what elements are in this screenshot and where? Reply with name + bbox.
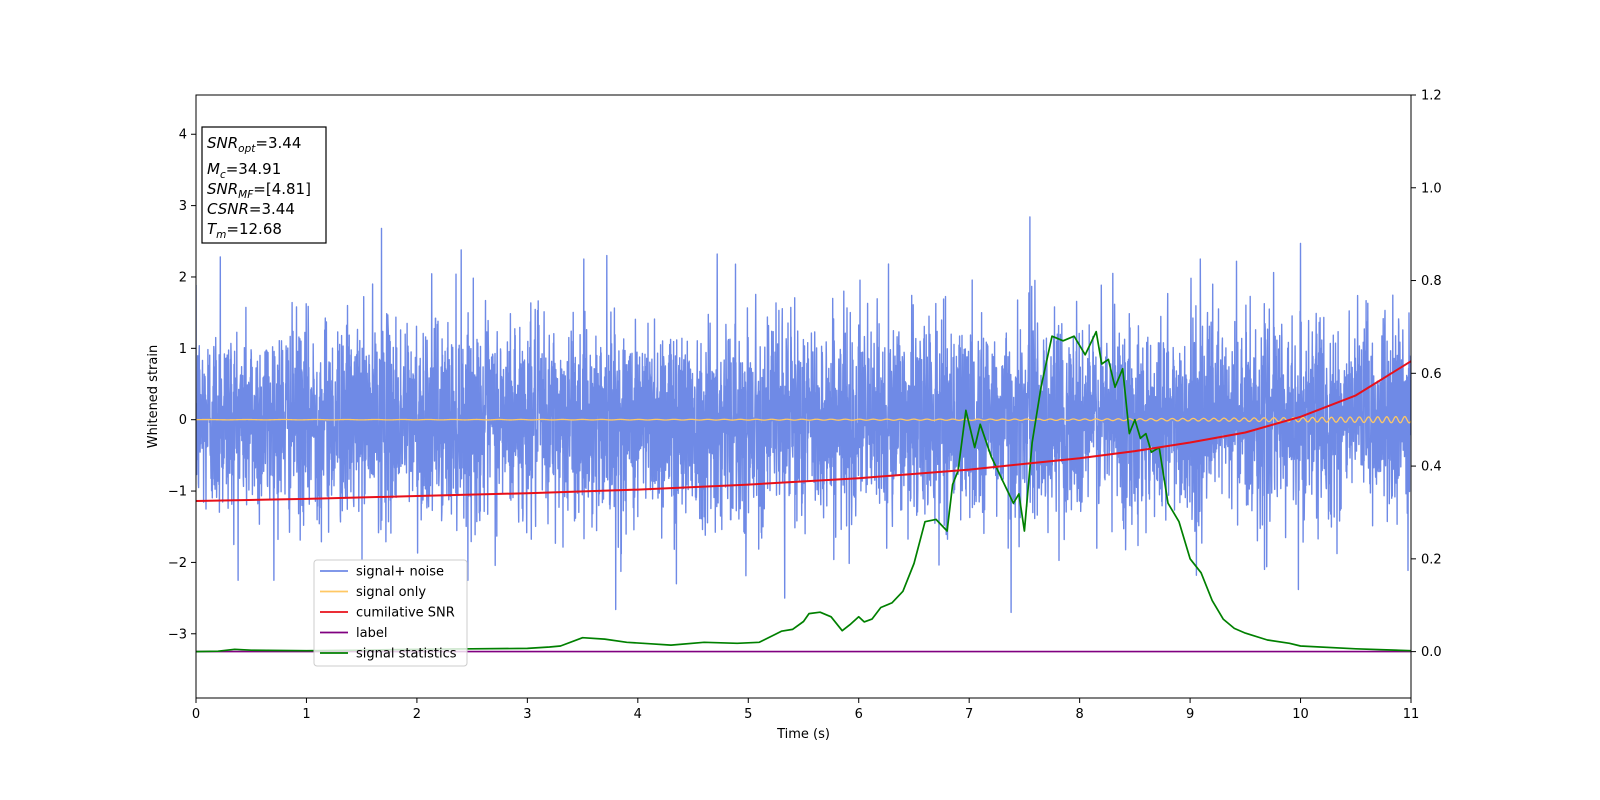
legend-label: signal only: [356, 585, 426, 600]
x-tick-label: 6: [855, 707, 863, 722]
annotation-frame: [201, 126, 327, 244]
y2-tick-label: 0.0: [1421, 645, 1442, 660]
legend-item: cumilative SNR: [320, 606, 455, 621]
x-tick-label: 1: [302, 707, 310, 722]
stats-annotation: SNRopt=3.44 Mc=34.91SNRMF=[4.81]CSNR=3.44…: [201, 126, 327, 244]
annotation-line: CSNR=3.44: [207, 200, 295, 218]
signal-statistics-line: [195, 330, 1412, 653]
annotation-line: SNRMF=[4.81]: [207, 180, 311, 201]
signal-noise-line: [196, 216, 1411, 614]
y-tick-label: 1: [179, 342, 187, 357]
y-tick-label: 3: [179, 199, 187, 214]
x-tick-label: 0: [192, 707, 200, 722]
annotation-line: SNRopt=3.44: [207, 134, 301, 155]
series-signal-statistics: [195, 330, 1412, 653]
y2-tick-label: 0.2: [1421, 552, 1442, 567]
plot-frame: [195, 94, 1412, 699]
legend: signal+ noise signal only cumilative SNR la…: [313, 559, 468, 667]
y2-tick-label: 0.4: [1421, 460, 1442, 475]
x-tick-label: 9: [1186, 707, 1194, 722]
y-axis-left: −3 −2 −1 0 1 2 3 4: [168, 128, 196, 642]
y-tick-label: 0: [179, 413, 187, 428]
x-tick-label: 5: [744, 707, 752, 722]
x-tick-label: 8: [1075, 707, 1083, 722]
y-tick-label: −1: [168, 485, 187, 500]
legend-item: signal+ noise: [320, 565, 444, 580]
x-axis: 0 1 2 3 4 5 6 7 8 9 10 11: [192, 698, 1419, 722]
series-signal-noise: [196, 216, 1411, 614]
y2-tick-label: 1.2: [1421, 89, 1442, 104]
cumilative-snr-line: [195, 360, 1412, 502]
legend-label: signal statistics: [356, 647, 457, 662]
legend-frame: [313, 559, 468, 667]
legend-item: signal statistics: [320, 647, 457, 662]
x-tick-label: 2: [413, 707, 421, 722]
y2-tick-label: 0.6: [1421, 367, 1442, 382]
y-tick-label: 4: [179, 128, 187, 143]
x-tick-label: 3: [523, 707, 531, 722]
annotation-line: Tm=12.68: [207, 220, 282, 241]
legend-label: signal+ noise: [356, 565, 444, 580]
x-tick-label: 11: [1403, 707, 1420, 722]
legend-item: label: [320, 626, 387, 641]
y-tick-label: −3: [168, 627, 187, 642]
series-signal-only: [196, 415, 1411, 424]
y2-tick-label: 1.0: [1421, 181, 1442, 196]
y2-tick-label: 0.8: [1421, 274, 1442, 289]
x-tick-label: 7: [965, 707, 973, 722]
legend-item: signal only: [320, 585, 426, 600]
y-tick-label: 2: [179, 270, 187, 285]
y-tick-label: −2: [168, 556, 187, 571]
y-axis-right: 0.0 0.2 0.4 0.6 0.8 1.0 1.2: [1411, 89, 1442, 660]
legend-label: cumilative SNR: [356, 606, 455, 621]
x-tick-label: 4: [634, 707, 642, 722]
x-axis-label: Time (s): [776, 727, 830, 742]
legend-label: label: [356, 626, 387, 641]
x-tick-label: 10: [1292, 707, 1309, 722]
y-axis-label: Whitened strain: [146, 345, 161, 448]
series-cumilative-snr: [195, 360, 1412, 502]
signal-only-line: [196, 415, 1411, 424]
annotation-line: Mc=34.91: [207, 160, 281, 181]
